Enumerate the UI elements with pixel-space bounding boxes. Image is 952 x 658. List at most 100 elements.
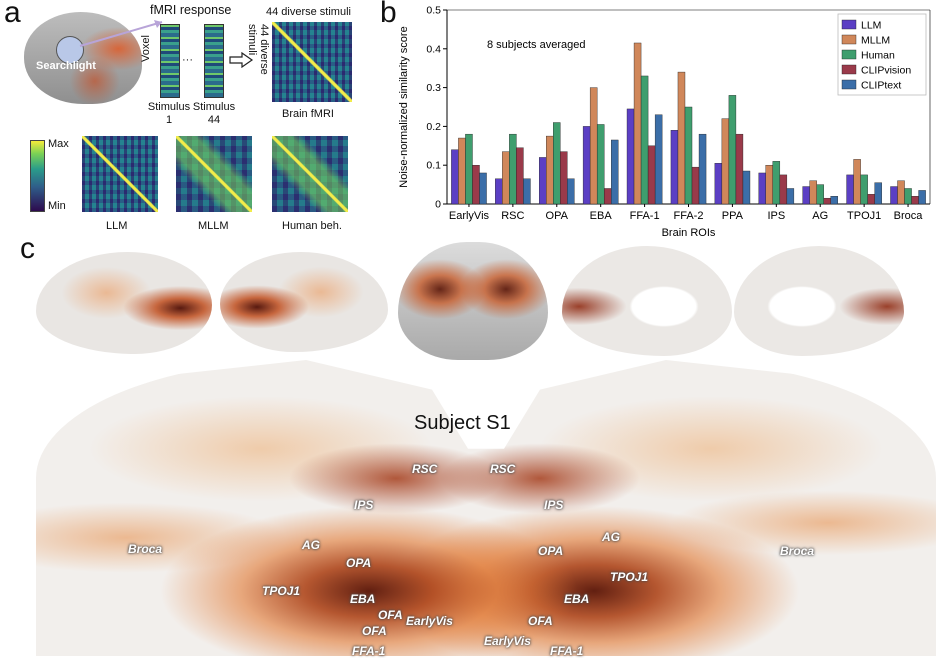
bar	[691, 166, 700, 205]
y-tick-label: 0.2	[426, 121, 441, 133]
x-tick-label: EarlyVis	[449, 210, 490, 222]
medial-right-hemisphere	[734, 246, 904, 356]
bar	[728, 95, 737, 205]
bar	[904, 188, 912, 205]
bar	[589, 87, 598, 205]
legend-swatch	[841, 64, 857, 75]
bar	[742, 170, 751, 205]
y-tick-label: 0	[435, 199, 441, 211]
x-tick-label: AG	[812, 210, 828, 222]
colorbar-max-label: Max	[48, 138, 69, 150]
x-tick-label: FFA-1	[630, 210, 660, 222]
bar	[890, 186, 898, 205]
panel-a-letter: a	[4, 0, 21, 29]
roi-right-earlyvis: EarlyVis	[484, 634, 531, 648]
legend-swatch	[841, 49, 857, 60]
x-tick-label: IPS	[767, 210, 785, 222]
y-tick-label: 0.5	[426, 5, 441, 17]
x-tick-label: OPA	[546, 210, 569, 222]
hollow-arrow-icon	[229, 52, 254, 68]
bar	[867, 194, 875, 205]
bar	[523, 178, 531, 205]
bar	[698, 133, 707, 205]
roi-right-broca: Broca	[780, 544, 815, 558]
bar	[779, 174, 788, 205]
bar	[721, 118, 730, 205]
bar	[560, 151, 568, 205]
diverse-stimuli-side-label: 44 diverse stimuli	[246, 24, 270, 75]
bar	[874, 182, 882, 205]
roi-right-ffa1: FFA-1	[550, 644, 584, 658]
bar	[735, 133, 744, 205]
diverse-stimuli-top-label: 44 diverse stimuli	[266, 6, 351, 18]
bar	[684, 106, 693, 205]
roi-left-ips: IPS	[354, 498, 374, 512]
bar	[516, 147, 524, 205]
legend-label: Human	[861, 50, 895, 62]
roi-left-ffa1: FFA-1	[352, 644, 386, 658]
x-tick-label: EBA	[590, 210, 613, 222]
bar	[509, 133, 517, 205]
stimulus-44-label: Stimulus 44	[192, 101, 236, 126]
colorbar-min-label: Min	[48, 200, 66, 212]
searchlight-sphere	[56, 36, 84, 64]
bar	[670, 130, 679, 205]
fmri-response-label: fMRI response	[150, 3, 232, 17]
roi-left-ofa-lower: OFA	[362, 624, 387, 638]
rsm-label-mllm: MLLM	[198, 220, 229, 232]
bar	[786, 188, 795, 205]
bar	[765, 164, 774, 205]
x-axis-label: Brain ROIs	[662, 227, 716, 239]
bar	[472, 164, 480, 205]
brain-fmri-label: Brain fMRI	[282, 108, 334, 120]
bar	[677, 71, 686, 205]
panel-c-letter: c	[20, 232, 35, 265]
legend-label: CLIPtext	[861, 80, 901, 92]
posterior-view-brain	[398, 242, 548, 360]
roi-left-tpoj1: TPOJ1	[262, 584, 301, 598]
bar	[603, 188, 612, 205]
bar	[911, 196, 919, 205]
bar	[611, 139, 619, 205]
bar	[626, 108, 635, 205]
chart-annotation: 8 subjects averaged	[487, 39, 585, 51]
bar	[465, 133, 473, 205]
x-tick-label: TPOJ1	[847, 210, 881, 222]
x-tick-label: RSC	[501, 210, 524, 222]
roi-right-ofa: OFA	[528, 614, 553, 628]
colorbar	[30, 140, 45, 212]
human-beh-rsm	[272, 136, 348, 212]
bar	[458, 137, 466, 205]
bar	[495, 178, 503, 205]
bar	[647, 145, 656, 205]
bar	[546, 135, 554, 205]
subject-label: Subject S1	[414, 412, 511, 434]
roi-right-ips: IPS	[544, 498, 564, 512]
bar	[802, 186, 810, 205]
roi-right-opa: OPA	[538, 544, 564, 558]
roi-right-tpoj1: TPOJ1	[610, 570, 649, 584]
voxel-column-1	[160, 24, 180, 98]
bar	[772, 161, 781, 205]
roi-left-broca: Broca	[128, 542, 163, 556]
bar	[809, 180, 817, 205]
bar	[567, 178, 575, 205]
roi-left-opa: OPA	[346, 556, 372, 570]
brain-3d-image	[24, 12, 142, 104]
medial-left-hemisphere	[562, 246, 732, 356]
x-tick-label: FFA-2	[674, 210, 704, 222]
bar	[479, 172, 487, 205]
bar	[582, 126, 591, 205]
bar	[502, 151, 510, 205]
bar	[714, 163, 723, 205]
brain-fmri-rsm	[272, 22, 352, 102]
legend-label: CLIPvision	[861, 65, 911, 77]
bar	[654, 114, 663, 205]
bar	[539, 157, 547, 205]
bar	[860, 174, 868, 205]
bar	[830, 196, 838, 205]
bar	[596, 124, 605, 205]
x-tick-label: PPA	[722, 210, 744, 222]
y-tick-label: 0.4	[426, 43, 441, 55]
searchlight-label: Searchlight	[36, 60, 96, 72]
